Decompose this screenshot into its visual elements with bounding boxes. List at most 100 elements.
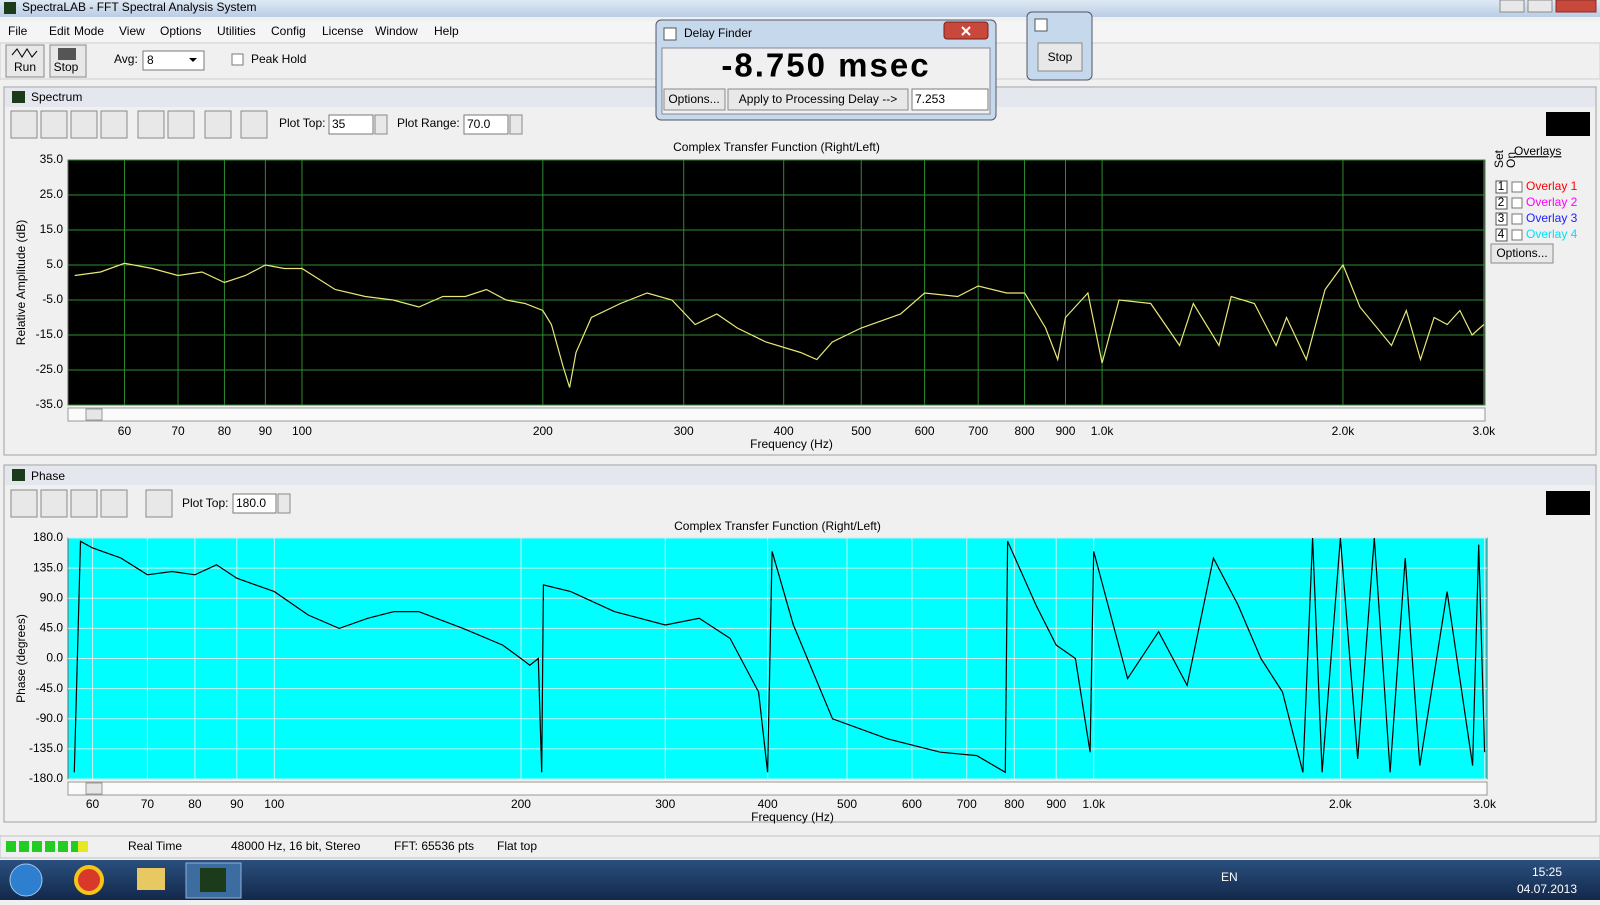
overlay-set-button[interactable] — [1495, 196, 1508, 210]
zoom-button[interactable] — [10, 110, 38, 139]
zoom-in-button[interactable] — [40, 489, 68, 518]
avg-value: 8 — [147, 53, 154, 67]
y-tick-label: -45.0 — [36, 681, 64, 695]
app-icon — [4, 2, 16, 14]
menu-item[interactable]: Config — [271, 24, 306, 38]
spinner[interactable] — [374, 114, 388, 135]
x-tick-label: 800 — [1004, 797, 1024, 811]
x-tick-label: 400 — [758, 797, 778, 811]
x-tick-label: 600 — [915, 424, 935, 438]
close-button[interactable] — [1555, 0, 1597, 13]
data-line — [73, 538, 1486, 774]
zoom-button[interactable] — [10, 489, 38, 518]
language: EN — [1221, 870, 1238, 884]
zoom-out-button[interactable] — [70, 489, 98, 518]
menu-item[interactable]: Window — [375, 24, 418, 38]
overlay-set-button[interactable] — [1495, 212, 1508, 226]
overlay-number: 2 — [1498, 195, 1505, 209]
spinner[interactable] — [509, 114, 523, 135]
mini-stop-label: Stop — [1048, 50, 1073, 64]
x-tick-label: 100 — [264, 797, 284, 811]
scrollbar[interactable] — [67, 407, 1486, 422]
delay-value: 7.253 — [915, 92, 945, 106]
scale-button[interactable] — [240, 110, 268, 139]
options-button[interactable] — [663, 88, 726, 111]
overlay-checkbox[interactable] — [1511, 181, 1523, 193]
plot-top-input[interactable] — [328, 114, 374, 135]
menu-item[interactable]: Help — [434, 24, 459, 38]
apply-button[interactable] — [727, 88, 909, 111]
zoom-full-button[interactable] — [100, 489, 128, 518]
menu-item[interactable]: License — [322, 24, 364, 38]
phase-plot-top-input[interactable] — [232, 493, 277, 514]
overlay-set-button[interactable] — [1495, 228, 1508, 242]
y-tick-label: 45.0 — [40, 621, 64, 635]
x-axis-label: Frequency (Hz) — [751, 810, 834, 824]
plot-top-value: 35 — [332, 117, 346, 131]
mini-stop-button[interactable] — [1037, 42, 1083, 72]
minimize-button[interactable] — [1499, 0, 1525, 13]
menu-item[interactable]: Utilities — [217, 24, 256, 38]
close-glyph — [961, 26, 971, 36]
overlays-options-button[interactable] — [1490, 243, 1554, 264]
overlay-label: Overlay 2 — [1526, 195, 1578, 209]
dropdown-arrow — [189, 58, 197, 62]
settings-button[interactable] — [204, 110, 232, 139]
peak-hold-checkbox[interactable] — [231, 53, 244, 66]
chrome-icon[interactable] — [74, 865, 104, 895]
phase-plot-top-value: 180.0 — [236, 496, 266, 510]
x-tick-label: 500 — [837, 797, 857, 811]
x-tick-label: 600 — [902, 797, 922, 811]
start-button[interactable] — [9, 863, 43, 897]
avg-select[interactable] — [142, 50, 205, 71]
x-tick-label: 90 — [230, 797, 244, 811]
explorer-icon[interactable] — [137, 868, 165, 890]
scrollbar[interactable] — [67, 781, 1488, 796]
x-tick-label: 1.0k — [1082, 797, 1106, 811]
x-tick-label: 700 — [957, 797, 977, 811]
y-tick-label: -25.0 — [36, 362, 64, 376]
delay-input[interactable] — [911, 88, 989, 111]
menu-item[interactable]: File — [8, 24, 28, 38]
menu-item[interactable]: Edit — [49, 24, 70, 38]
spectrum-tools — [10, 110, 268, 139]
y-tick-label: 90.0 — [40, 590, 64, 604]
spinner[interactable] — [277, 493, 291, 514]
status-fft: FFT: 65536 pts — [394, 839, 474, 853]
menu-item[interactable]: Options — [160, 24, 201, 38]
x-tick-label: 90 — [259, 424, 273, 438]
spectralab-icon — [200, 868, 226, 892]
zoom-in-button[interactable] — [40, 110, 68, 139]
bar-mode-button[interactable] — [167, 110, 195, 139]
overlay-checkbox[interactable] — [1511, 213, 1523, 225]
line-mode-button[interactable] — [137, 110, 165, 139]
chart-title: Complex Transfer Function (Right/Left) — [673, 140, 880, 154]
zoom-full-button[interactable] — [100, 110, 128, 139]
x-tick-label: 80 — [188, 797, 202, 811]
maximize-button[interactable] — [1527, 0, 1553, 13]
overlay-set-button[interactable] — [1495, 180, 1508, 194]
status-bar — [0, 835, 1600, 859]
scroll-thumb[interactable] — [85, 782, 103, 795]
overlay-label: Overlay 4 — [1526, 227, 1578, 241]
sweep-button[interactable] — [1546, 112, 1590, 136]
avg-label: Avg: — [114, 52, 138, 66]
plot-area — [67, 159, 1486, 406]
run-button[interactable] — [5, 44, 45, 78]
zoom-out-button[interactable] — [70, 110, 98, 139]
phase-title: Phase — [31, 469, 65, 483]
sweep-button[interactable] — [1546, 491, 1590, 515]
panel-icon — [12, 91, 25, 103]
run-label: Run — [14, 60, 36, 74]
menu-item[interactable]: View — [119, 24, 145, 38]
overlay-checkbox[interactable] — [1511, 229, 1523, 241]
x-tick-label: 200 — [533, 424, 553, 438]
dialog-icon — [663, 27, 677, 41]
delay-readout: -8.750 msec — [721, 47, 930, 84]
overlay-checkbox[interactable] — [1511, 197, 1523, 209]
settings-button[interactable] — [145, 489, 173, 518]
menu-item[interactable]: Mode — [74, 24, 104, 38]
scroll-thumb[interactable] — [85, 408, 103, 421]
plot-range-input[interactable] — [463, 114, 509, 135]
